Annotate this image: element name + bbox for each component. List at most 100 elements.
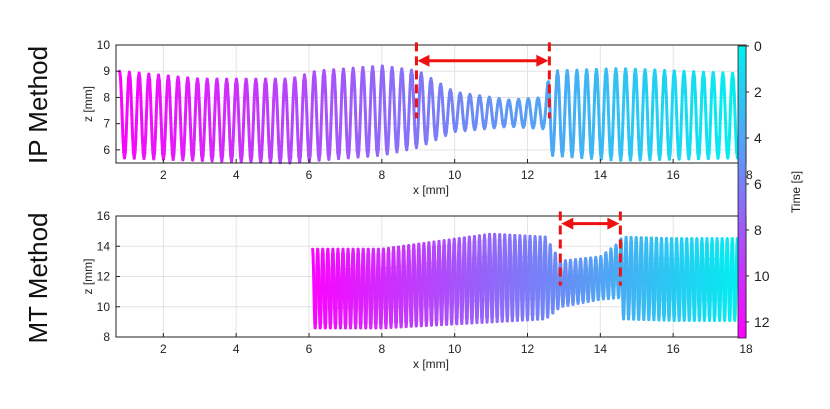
- toolpath-segment: [398, 72, 403, 91]
- toolpath-segment: [261, 98, 266, 123]
- toolpath-segment: [306, 137, 311, 157]
- toolpath-segment: [440, 86, 444, 100]
- toolpath-segment: [358, 110, 362, 137]
- toolpath-segment: [235, 83, 240, 102]
- colorbar-gradient: [737, 45, 747, 339]
- toolpath-segment: [724, 135, 729, 154]
- arrow-head-right: [536, 54, 549, 67]
- toolpath-segment: [591, 112, 596, 138]
- toolpath-segment: [125, 92, 130, 117]
- toolpath-segment: [301, 79, 306, 99]
- row-label-ip: IP Method: [23, 46, 53, 164]
- toolpath-segment: [566, 74, 571, 94]
- toolpath-segment: [654, 91, 659, 117]
- toolpath-segment: [646, 135, 651, 156]
- toolpath-segment: [593, 73, 598, 94]
- toolpath-segment: [673, 75, 678, 95]
- toolpath-segment: [174, 96, 178, 120]
- toolpath-segment: [422, 108, 427, 129]
- toolpath-segment: [625, 90, 630, 117]
- y-tick-label: 8: [103, 90, 110, 104]
- y-tick-label: 16: [97, 209, 111, 223]
- toolpath-segment: [708, 113, 713, 139]
- toolpath-segment: [610, 135, 615, 156]
- toolpath-segment: [325, 135, 330, 155]
- toolpath-segment: [350, 72, 354, 93]
- toolpath-segment: [600, 135, 605, 155]
- toolpath-segment: [460, 101, 465, 114]
- toolpath-segment: [586, 90, 591, 116]
- toolpath-segment: [276, 119, 281, 144]
- toolpath-segment: [391, 71, 396, 91]
- toolpath-segment: [119, 91, 124, 117]
- toolpath-segment: [387, 108, 392, 134]
- toolpath-segment: [378, 86, 383, 113]
- toolpath-segment: [340, 73, 345, 93]
- toolpath-segment: [324, 113, 329, 139]
- toolpath-segment: [197, 97, 202, 122]
- toolpath-segment: [217, 118, 222, 142]
- toolpath-segment: [129, 92, 134, 117]
- toolpath-segment: [639, 135, 644, 156]
- toolpath-segment: [373, 109, 378, 135]
- toolpath-segment: [698, 113, 703, 139]
- toolpath-segment: [700, 76, 705, 96]
- toolpath-segment: [363, 88, 367, 114]
- x-tick-label: 4: [233, 168, 240, 182]
- toolpath-segment: [397, 108, 401, 133]
- toolpath-segment: [661, 74, 666, 95]
- toolpath-segment: [298, 138, 303, 158]
- x-tick-label: 2: [160, 168, 167, 182]
- toolpath-segment: [573, 90, 577, 116]
- toolpath-segment: [415, 126, 420, 144]
- toolpath-segment: [133, 135, 138, 155]
- toolpath-segment: [703, 92, 708, 117]
- toolpath-segment: [271, 98, 276, 123]
- toolpath-segment: [707, 135, 712, 155]
- toolpath-segment: [158, 94, 163, 119]
- toolpath-segment: [223, 83, 228, 102]
- toolpath-segment: [615, 90, 620, 116]
- toolpath-segment: [650, 90, 655, 117]
- toolpath-segment: [688, 113, 693, 139]
- toolpath-segment: [637, 135, 641, 156]
- toolpath-segment: [418, 75, 422, 93]
- toolpath-segment: [348, 111, 353, 137]
- toolpath-segment: [585, 74, 590, 94]
- toolpath-segment: [455, 110, 460, 124]
- toolpath-segment: [267, 140, 272, 159]
- colorbar-label: Time [s]: [789, 171, 803, 213]
- toolpath-segment: [704, 113, 709, 139]
- toolpath-segment: [675, 113, 679, 139]
- toolpath-segment: [285, 119, 290, 144]
- toolpath-segment: [212, 118, 217, 142]
- toolpath-segment: [435, 109, 440, 127]
- toolpath-segment: [695, 135, 700, 155]
- toolpath-segment: [381, 70, 386, 90]
- toolpath-segment: [308, 137, 313, 157]
- toolpath-segment: [674, 91, 679, 117]
- toolpath-segment: [732, 93, 737, 118]
- toolpath-segment: [552, 111, 557, 136]
- toolpath-segment: [403, 128, 408, 147]
- toolpath-segment: [245, 83, 250, 102]
- toolpath-segment: [277, 140, 281, 159]
- toolpath-segment: [416, 107, 421, 130]
- toolpath-segment: [671, 75, 675, 95]
- toolpath-segment: [330, 74, 335, 94]
- colorbar-tick-label: 4: [754, 130, 762, 146]
- toolpath-segment: [567, 90, 572, 116]
- toolpath-segment: [192, 117, 197, 142]
- arrow-head-right: [607, 217, 620, 230]
- toolpath-segment: [450, 99, 455, 114]
- toolpath-segment: [549, 132, 554, 152]
- toolpath-segment: [722, 77, 727, 96]
- toolpath-segment: [251, 119, 255, 143]
- toolpath-segment: [377, 109, 382, 135]
- toolpath-segment: [233, 83, 238, 102]
- toolpath-segment: [405, 128, 410, 146]
- toolpath-segment: [634, 73, 639, 94]
- toolpath-segment: [343, 89, 348, 115]
- toolpath-segment: [557, 90, 562, 115]
- toolpath-segment: [596, 90, 601, 116]
